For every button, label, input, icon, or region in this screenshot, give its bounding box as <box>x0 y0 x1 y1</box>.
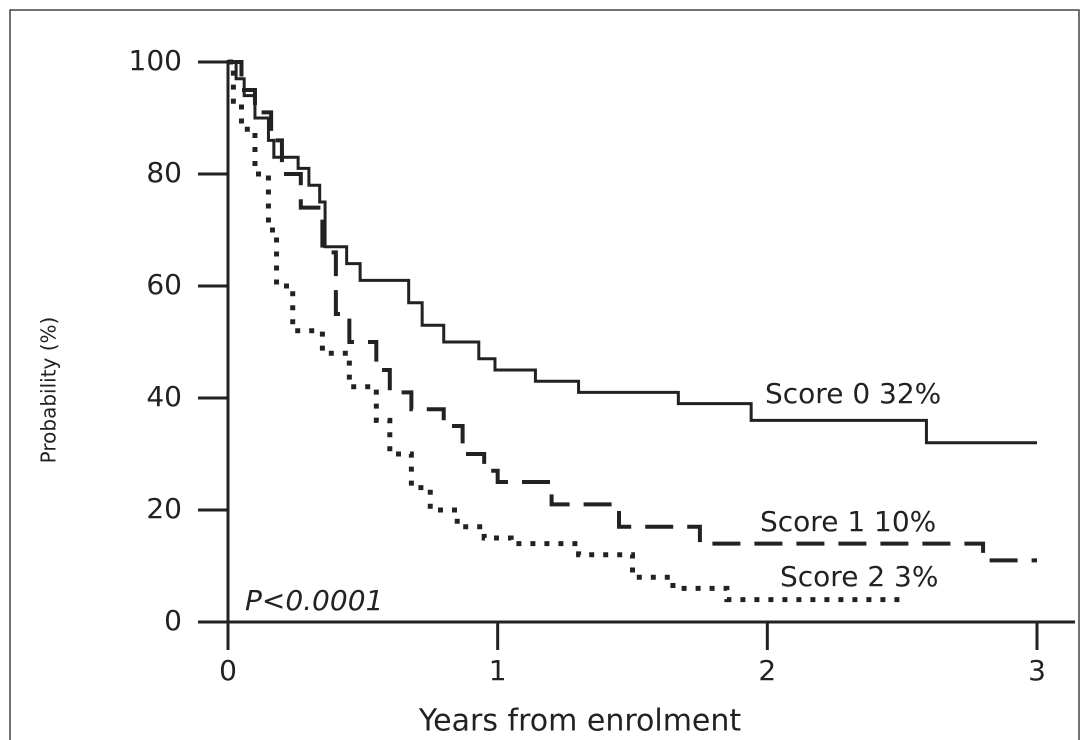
frame <box>9 9 1080 740</box>
y-tick-label: 0 <box>164 604 182 637</box>
p-value: P<0.0001 <box>245 584 383 617</box>
x-tick-label: 0 <box>219 654 237 687</box>
series-label: Score 0 32% <box>765 377 941 410</box>
x-tick-label: 1 <box>489 654 507 687</box>
survival-curve <box>228 59 903 603</box>
y-tick-label: 40 <box>146 380 182 413</box>
series-label: Score 1 10% <box>760 505 936 538</box>
y-tick-label: 100 <box>129 44 182 77</box>
y-tick-label: 80 <box>146 156 182 189</box>
y-tick-label: 20 <box>146 492 182 525</box>
y-tick-label: 60 <box>146 268 182 301</box>
x-axis-label: Years from enrolment <box>418 704 742 739</box>
y-axis-label: Probability (%) <box>37 317 61 464</box>
survival-curve <box>228 60 1037 445</box>
series-label: Score 2 3% <box>780 560 938 593</box>
x-tick-label: 2 <box>758 654 776 687</box>
x-tick-label: 3 <box>1028 654 1046 687</box>
survival-curve <box>228 60 1037 563</box>
